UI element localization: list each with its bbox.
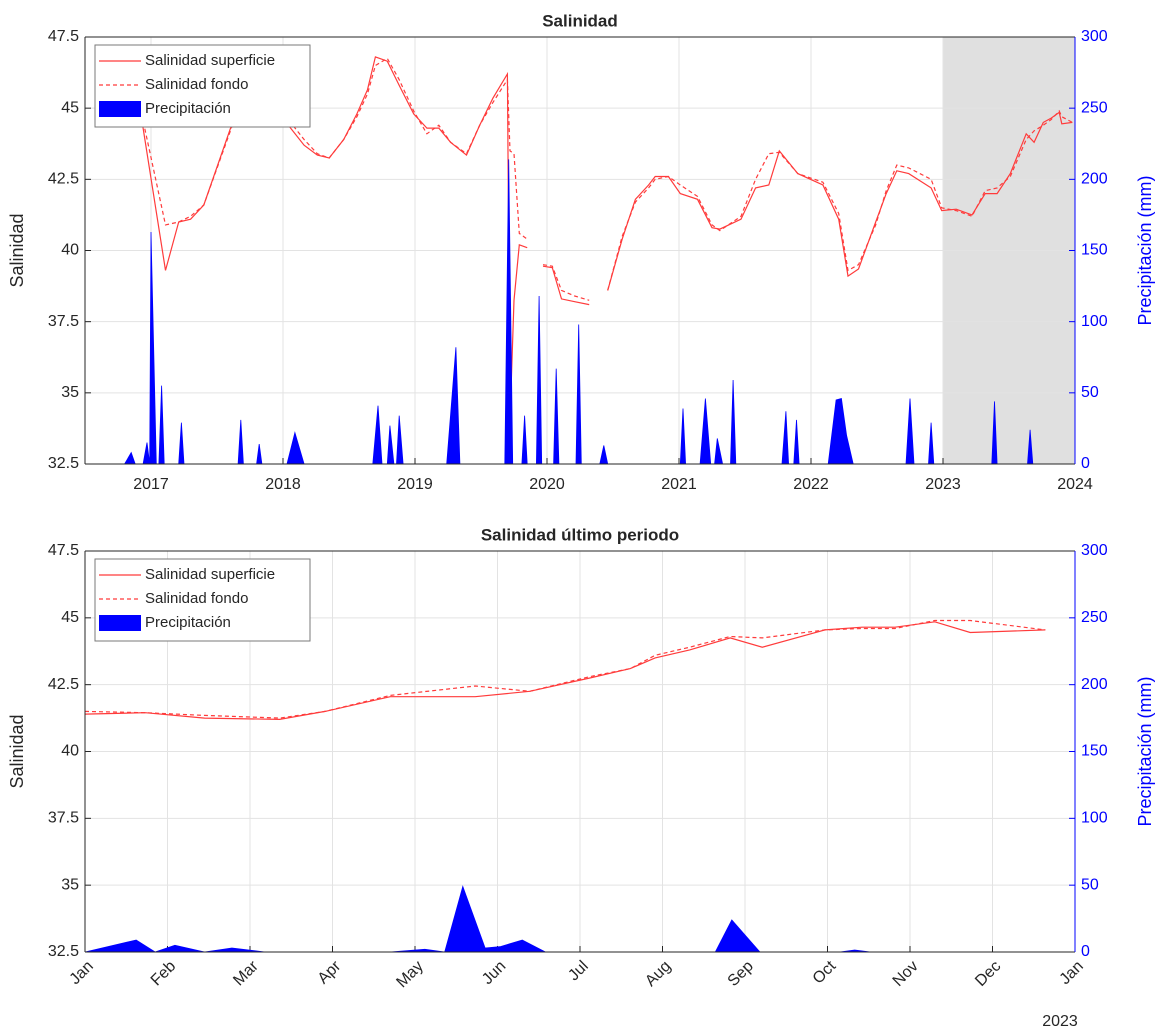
y-axis-label: Salinidad: [7, 714, 27, 788]
legend-swatch: [99, 101, 141, 117]
y-tick-label: 47.5: [48, 28, 79, 45]
y-tick-label: 32.5: [48, 455, 79, 472]
salinity-line: [139, 56, 1073, 420]
y-axis-label: Salinidad: [7, 213, 27, 287]
precipitation-area: [124, 159, 1073, 464]
y-tick-label: 42.5: [48, 676, 79, 693]
y-tick-label: 40: [61, 743, 79, 760]
x-tick-label: 2018: [265, 476, 301, 493]
y-tick-label: 35: [61, 876, 79, 893]
legend-label: Precipitación: [145, 100, 231, 117]
y2-tick-label: 300: [1081, 542, 1108, 559]
y2-tick-label: 50: [1081, 384, 1099, 401]
y2-axis-label: Precipitación (mm): [1135, 676, 1155, 826]
x-tick-label: 2022: [793, 476, 829, 493]
y-tick-label: 37.5: [48, 313, 79, 330]
plot-area: [124, 56, 1073, 464]
legend-swatch: [99, 615, 141, 631]
x-tick-label: 2023: [925, 476, 961, 493]
salinity-line: [139, 57, 1073, 301]
salinity-line: [85, 621, 1046, 721]
y2-tick-label: 0: [1081, 455, 1090, 472]
y2-tick-label: 250: [1081, 609, 1108, 626]
plot-area: [85, 619, 1046, 952]
y2-axis-label: Precipitación (mm): [1135, 175, 1155, 325]
y2-tick-label: 200: [1081, 676, 1108, 693]
y-tick-label: 32.5: [48, 943, 79, 960]
y2-tick-label: 50: [1081, 876, 1099, 893]
x-tick-label: 2019: [397, 476, 433, 493]
y2-tick-label: 200: [1081, 171, 1108, 188]
y2-tick-label: 150: [1081, 743, 1108, 760]
y2-tick-label: 100: [1081, 313, 1108, 330]
x-tick-label: 2020: [529, 476, 565, 493]
legend-label: Precipitación: [145, 614, 231, 631]
y2-tick-label: 100: [1081, 810, 1108, 827]
x-secondary-label: 2023: [1042, 1013, 1078, 1030]
legend-label: Salinidad fondo: [145, 76, 248, 93]
chart-title: Salinidad último periodo: [481, 525, 679, 544]
y-tick-label: 42.5: [48, 171, 79, 188]
y-tick-label: 47.5: [48, 542, 79, 559]
y-tick-label: 45: [61, 609, 79, 626]
y2-tick-label: 300: [1081, 28, 1108, 45]
y2-tick-label: 0: [1081, 943, 1090, 960]
y-tick-label: 40: [61, 242, 79, 259]
y2-tick-label: 150: [1081, 242, 1108, 259]
y-tick-label: 37.5: [48, 810, 79, 827]
y2-tick-label: 250: [1081, 99, 1108, 116]
precipitation-area: [85, 885, 1046, 952]
x-tick-label: 2021: [661, 476, 697, 493]
y-tick-label: 35: [61, 384, 79, 401]
x-tick-label: 2024: [1057, 476, 1093, 493]
legend-label: Salinidad superficie: [145, 52, 275, 69]
chart-title: Salinidad: [542, 11, 618, 30]
legend-label: Salinidad superficie: [145, 566, 275, 583]
y-tick-label: 45: [61, 99, 79, 116]
legend-label: Salinidad fondo: [145, 590, 248, 607]
x-tick-label: 2017: [133, 476, 169, 493]
